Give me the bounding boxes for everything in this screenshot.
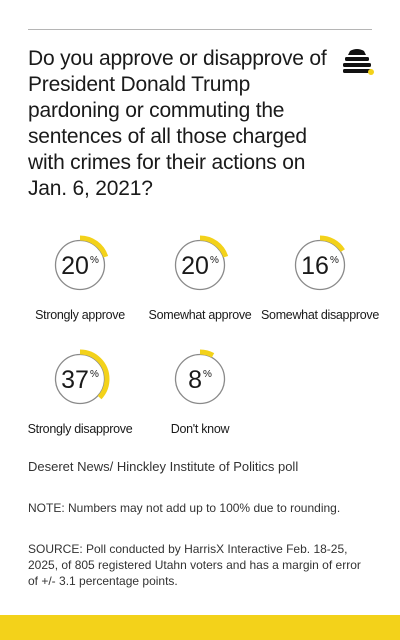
- category-label: Don't know: [170, 422, 230, 436]
- question-title: Do you approve or disapprove of Presiden…: [28, 47, 327, 200]
- dial-graphic: 20%: [170, 235, 230, 295]
- value-arc: [50, 349, 110, 409]
- value-label: 20%: [61, 252, 99, 280]
- beehive-logo-icon: [343, 49, 374, 75]
- dial-4: 8% Don't know: [140, 344, 260, 436]
- top-divider: [28, 29, 372, 30]
- value-label: 20%: [181, 252, 219, 280]
- value-label: 16%: [301, 252, 339, 280]
- category-label: Strongly disapprove: [27, 422, 133, 436]
- methodology-source: SOURCE: Poll conducted by HarrisX Intera…: [28, 542, 361, 588]
- rounding-note: NOTE: Numbers may not add up to 100% due…: [28, 501, 341, 515]
- category-label: Somewhat approve: [148, 308, 252, 322]
- dial-graphic: 20%: [50, 235, 110, 295]
- dial-3: 37% Strongly disapprove: [20, 344, 140, 436]
- dial-graphic: 8%: [170, 349, 230, 409]
- dial-1: 20% Somewhat approve: [140, 230, 260, 322]
- category-label: Somewhat disapprove: [261, 308, 379, 322]
- dial-ring: [174, 353, 226, 405]
- dial-2: 16% Somewhat disapprove: [260, 230, 380, 322]
- accent-footer-bar: [0, 615, 400, 640]
- category-label: Strongly approve: [35, 308, 125, 322]
- value-arc: [50, 235, 110, 295]
- poll-attribution: Deseret News/ Hinckley Institute of Poli…: [28, 459, 299, 474]
- dial-0: 20% Strongly approve: [20, 230, 140, 322]
- dial-graphic: 37%: [50, 349, 110, 409]
- value-label: 37%: [61, 366, 99, 394]
- value-label: 8%: [188, 366, 212, 394]
- value-arc: [170, 235, 230, 295]
- dial-graphic: 16%: [290, 235, 350, 295]
- value-arc: [290, 235, 350, 295]
- value-arc: [170, 349, 230, 409]
